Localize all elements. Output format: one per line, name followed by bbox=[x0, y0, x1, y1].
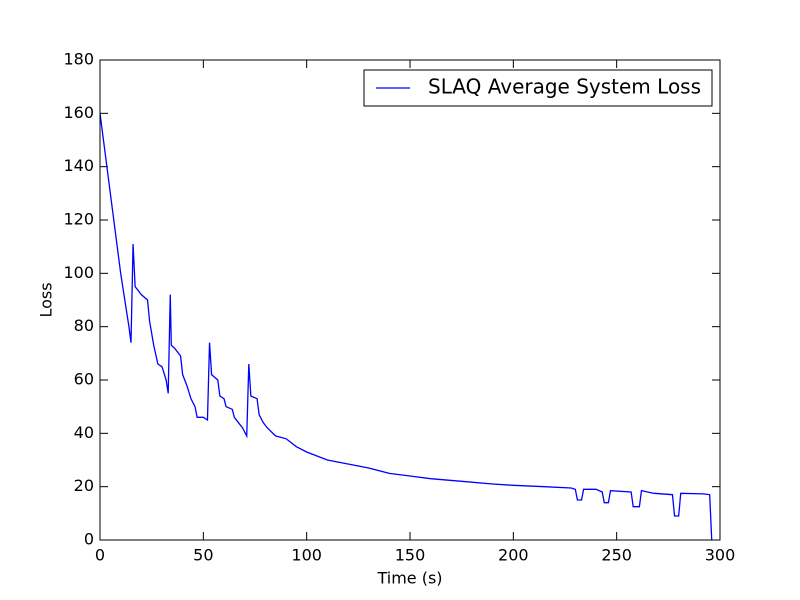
y-tick-label: 180 bbox=[63, 50, 94, 69]
data-line bbox=[99, 113, 713, 541]
y-tick-label: 60 bbox=[74, 370, 94, 389]
y-axis-label: Loss bbox=[37, 282, 56, 317]
y-tick-label: 120 bbox=[63, 210, 94, 229]
x-tick-label: 150 bbox=[395, 546, 426, 565]
x-tick-label: 250 bbox=[601, 546, 632, 565]
y-tick-label: 20 bbox=[74, 476, 94, 495]
x-tick-label: 0 bbox=[95, 546, 105, 565]
x-axis-label: Time (s) bbox=[376, 569, 442, 588]
x-tick-label: 300 bbox=[705, 546, 736, 565]
y-tick-label: 40 bbox=[74, 423, 94, 442]
y-tick-label: 100 bbox=[63, 263, 94, 282]
plot-frame bbox=[99, 59, 721, 541]
y-tick-label: 160 bbox=[63, 103, 94, 122]
y-tick-label: 0 bbox=[84, 530, 94, 549]
y-tick-label: 80 bbox=[74, 316, 94, 335]
x-tick-label: 100 bbox=[291, 546, 322, 565]
y-tick-label: 140 bbox=[63, 156, 94, 175]
legend-box bbox=[363, 69, 713, 107]
legend-label: SLAQ Average System Loss bbox=[428, 75, 701, 99]
x-tick-label: 50 bbox=[193, 546, 213, 565]
x-tick-label: 200 bbox=[498, 546, 529, 565]
